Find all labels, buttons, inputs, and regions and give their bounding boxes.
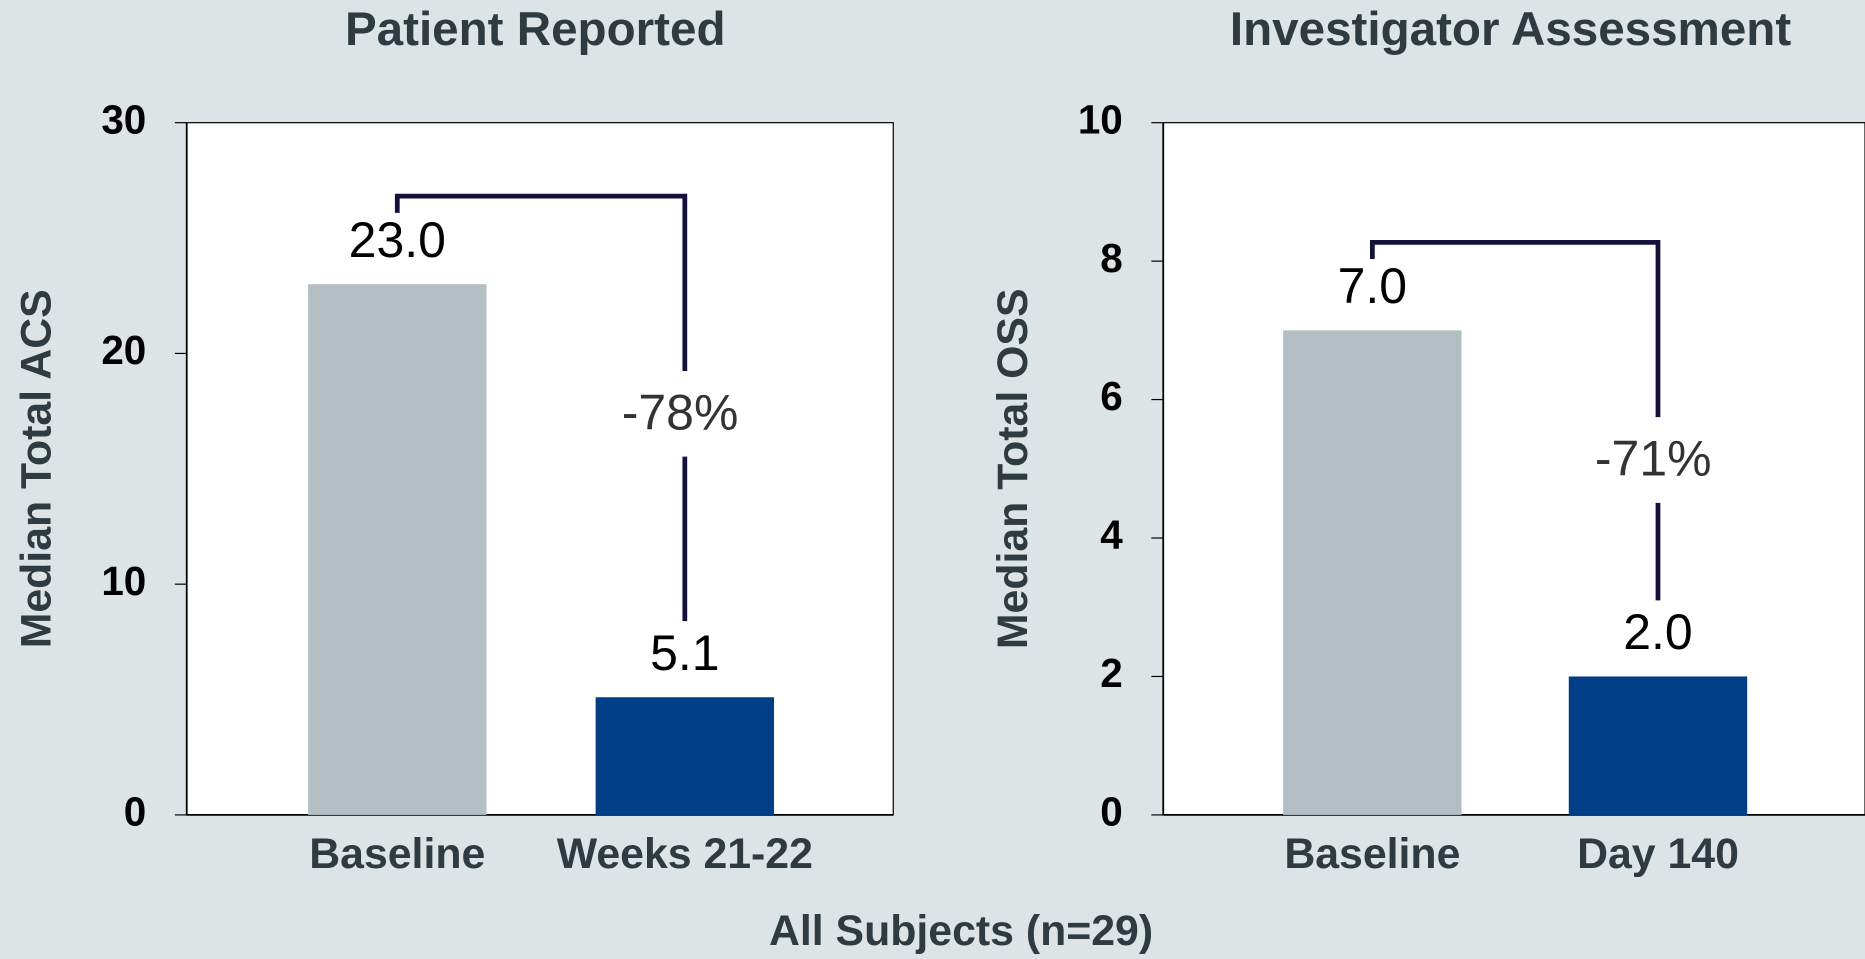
chart-title: Patient Reported <box>345 3 726 56</box>
y-tick-label: 4 <box>1100 512 1123 558</box>
plot-area <box>1162 122 1865 816</box>
y-axis-label: Median Total ACS <box>13 289 61 648</box>
x-tick-label: Baseline <box>1284 830 1460 878</box>
y-axis-label: Median Total OSS <box>989 288 1037 649</box>
y-tick-label: 8 <box>1100 235 1123 281</box>
y-tick-label: 6 <box>1100 373 1123 419</box>
value-label: 23.0 <box>349 212 446 268</box>
y-tick-label: 20 <box>101 327 146 373</box>
y-tick-label: 10 <box>1078 96 1123 142</box>
x-tick-label: Weeks 21-22 <box>557 830 813 878</box>
x-tick-label: Baseline <box>309 830 485 878</box>
footer: All Subjects (n=29) <box>769 907 1153 955</box>
bar <box>308 284 487 815</box>
annotation: -71% <box>1595 431 1712 487</box>
y-tick-label: 30 <box>101 96 146 142</box>
chart-title: Investigator Assessment <box>1230 3 1791 56</box>
value-label: 5.1 <box>650 625 719 681</box>
bracket <box>1369 239 1661 418</box>
y-tick-label: 10 <box>101 558 146 604</box>
plot-area <box>186 122 894 816</box>
bracket <box>394 193 688 372</box>
bar <box>1568 676 1748 815</box>
bar <box>595 697 775 815</box>
x-tick-label: Day 140 <box>1577 830 1739 878</box>
value-label: 2.0 <box>1623 604 1692 660</box>
y-tick-label: 0 <box>1100 789 1123 835</box>
bar <box>1283 330 1462 815</box>
value-label: 7.0 <box>1338 258 1407 314</box>
annotation: -78% <box>622 384 739 440</box>
y-tick-label: 2 <box>1100 650 1123 696</box>
y-tick-label: 0 <box>124 789 147 835</box>
